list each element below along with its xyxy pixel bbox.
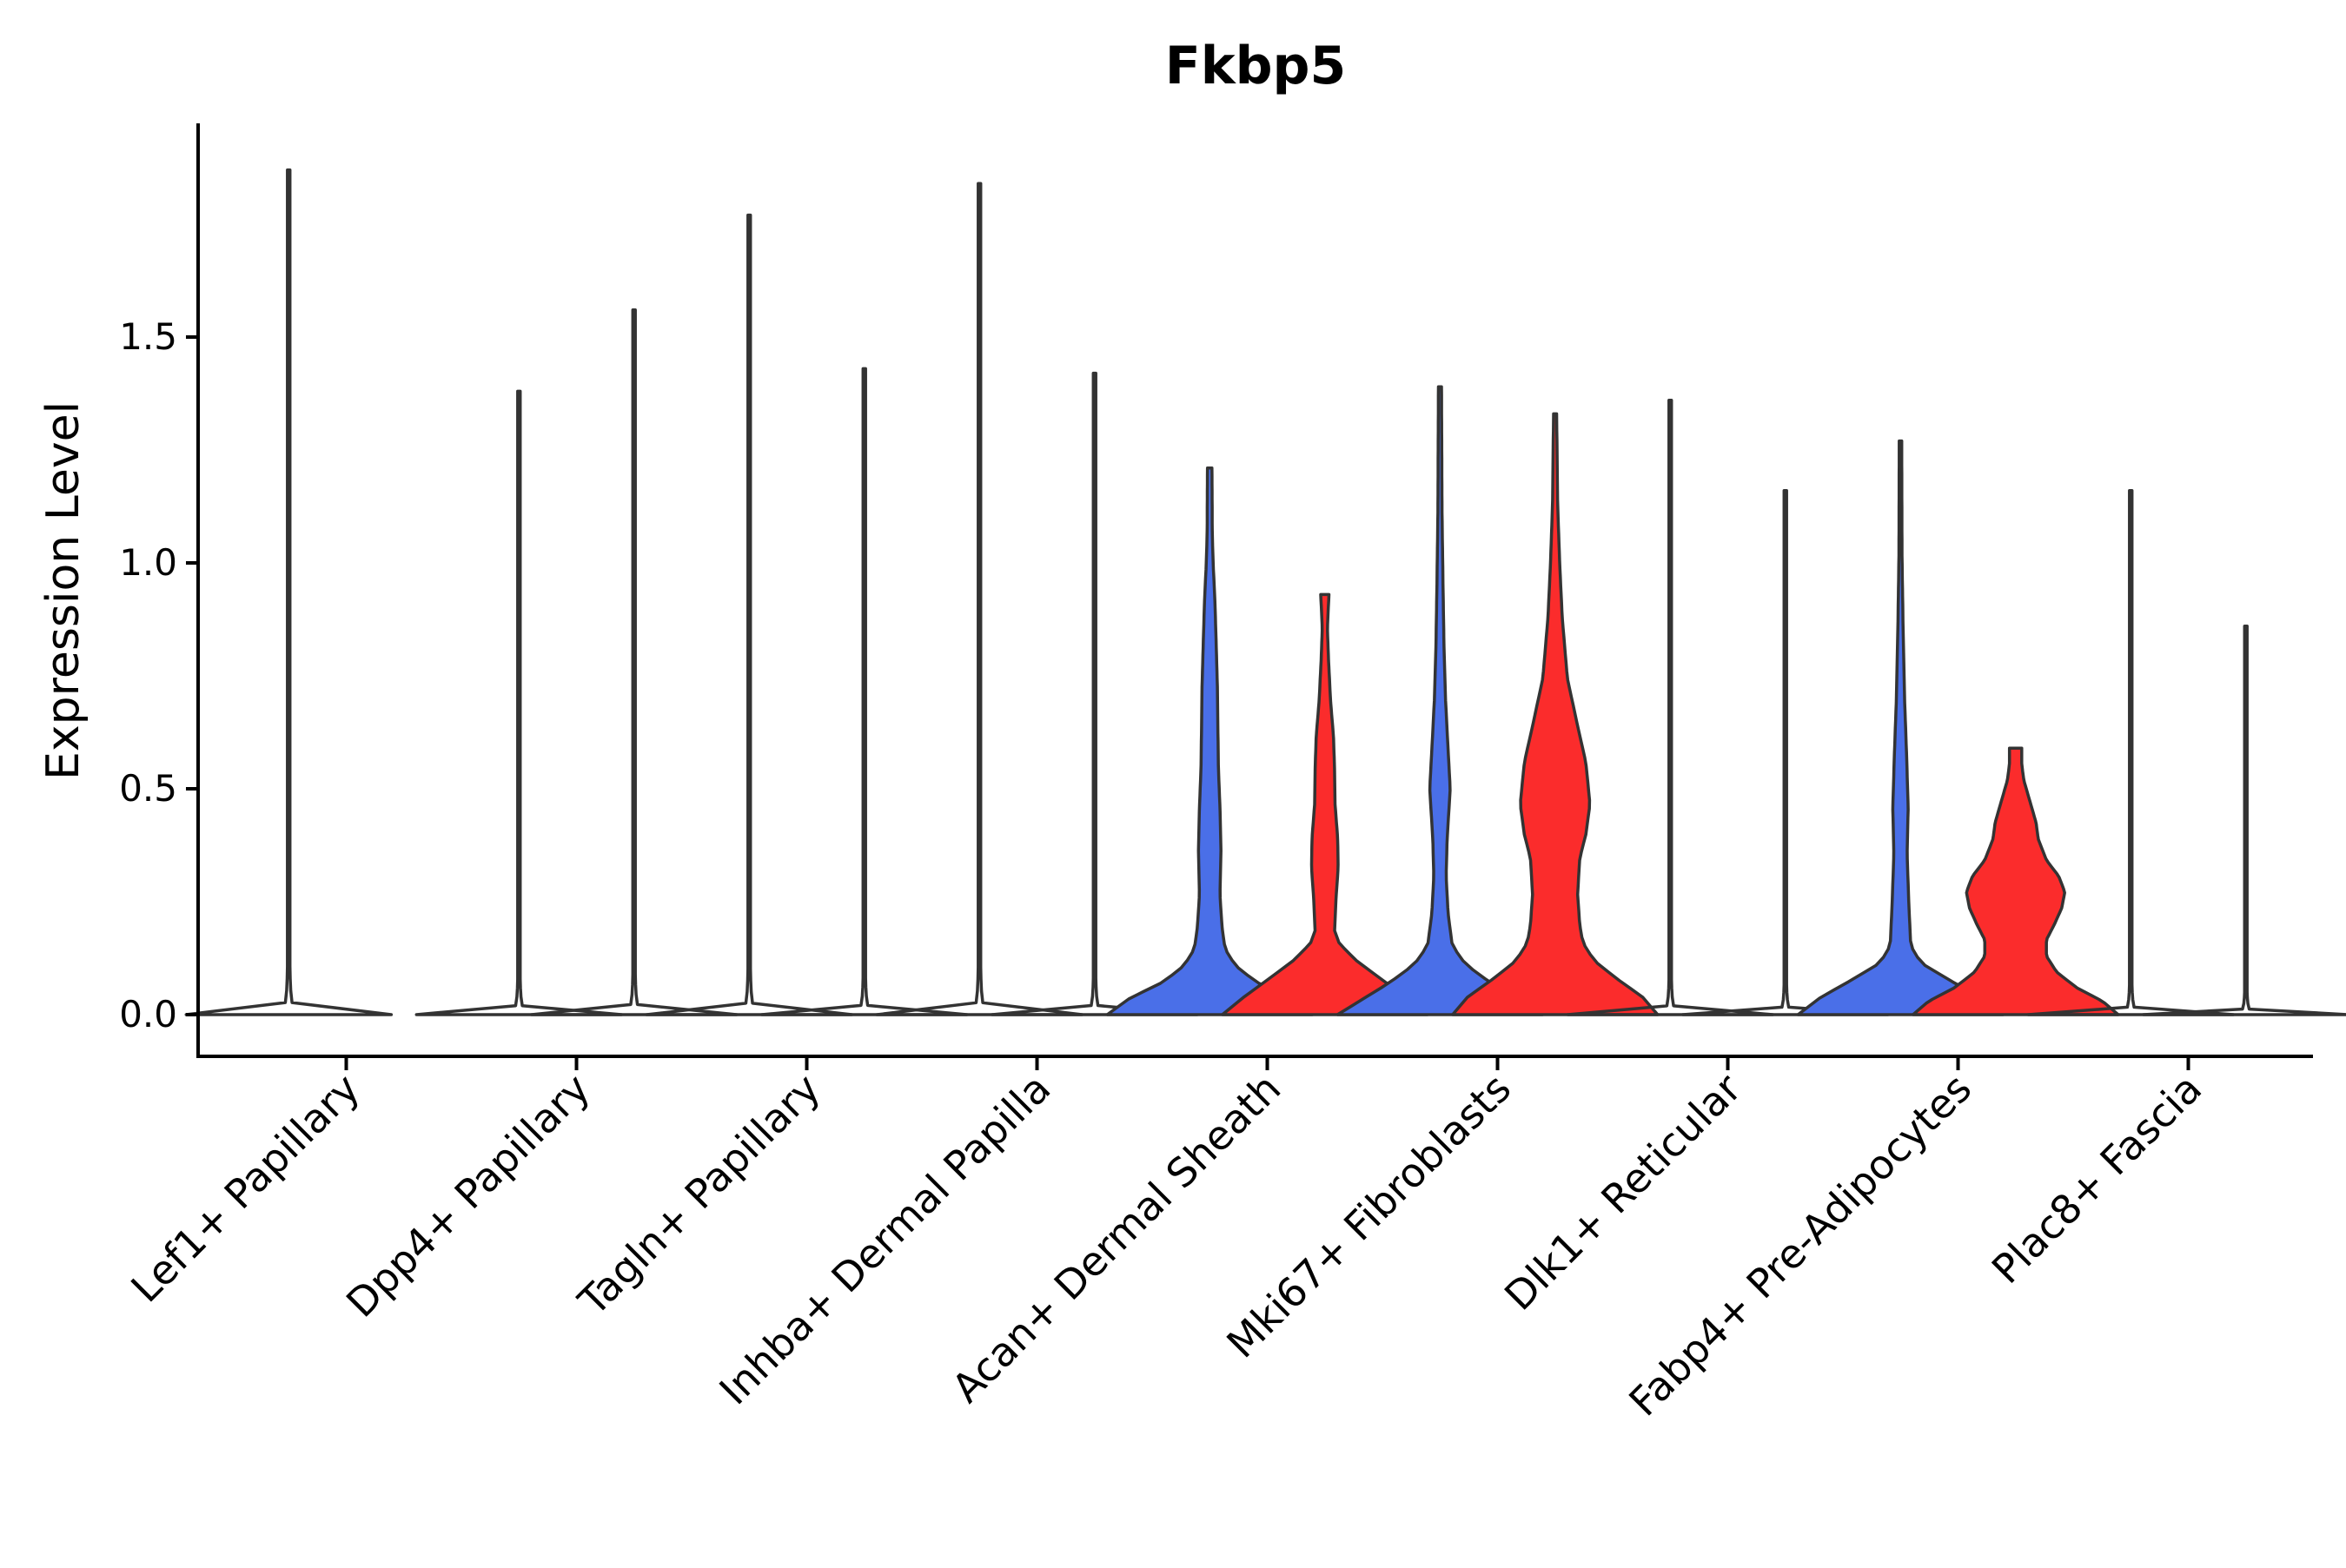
chart-title: Fkbp5 (1165, 36, 1347, 96)
violin-group_a-cat-2 (645, 213, 854, 1016)
violin-group_a-cat-7 (1796, 439, 2005, 1016)
violin-group_b-cat-2 (760, 367, 969, 1016)
y-tick-label: 0.5 (119, 767, 177, 810)
x-tick-label: Lef1+ Papillary (122, 1065, 368, 1312)
violin-group_a-cat-1 (414, 389, 624, 1016)
violin-group_b-cat-1 (530, 308, 739, 1016)
x-tick-label: Dlk1+ Reticular (1495, 1065, 1750, 1320)
violin-group_a-cat-8 (2026, 489, 2236, 1016)
y-ticks: 0.0 0.5 1.0 1.5 (119, 315, 198, 1035)
violin-group_b-cat-7 (1912, 746, 2120, 1016)
x-tick-label: Plac8+ Fascia (1983, 1065, 2210, 1293)
violin-group_a-cat-5 (1335, 385, 1545, 1016)
violin-group_b-cat-5 (1451, 412, 1660, 1016)
violin-layer (184, 168, 2346, 1016)
y-tick-label: 1.0 (119, 541, 177, 584)
violin-group_b-cat-3 (991, 371, 1199, 1016)
x-tick-label: Dpp4+ Papillary (337, 1065, 599, 1327)
y-tick-label: 1.5 (119, 315, 177, 358)
violin-group_b-cat-8 (2142, 625, 2346, 1016)
x-tick-label: Tagln+ Papillary (569, 1065, 830, 1326)
violin-group_a-cat-0 (184, 168, 394, 1016)
violin-group_a-cat-6 (1566, 399, 1775, 1016)
y-axis-label: Expression Level (37, 401, 89, 780)
violin-group_b-cat-6 (1681, 489, 1890, 1016)
y-tick-label: 0.0 (119, 993, 177, 1035)
violin-group_a-cat-4 (1105, 466, 1315, 1016)
violin-group_a-cat-3 (875, 182, 1084, 1016)
violin-group_b-cat-4 (1221, 592, 1429, 1016)
